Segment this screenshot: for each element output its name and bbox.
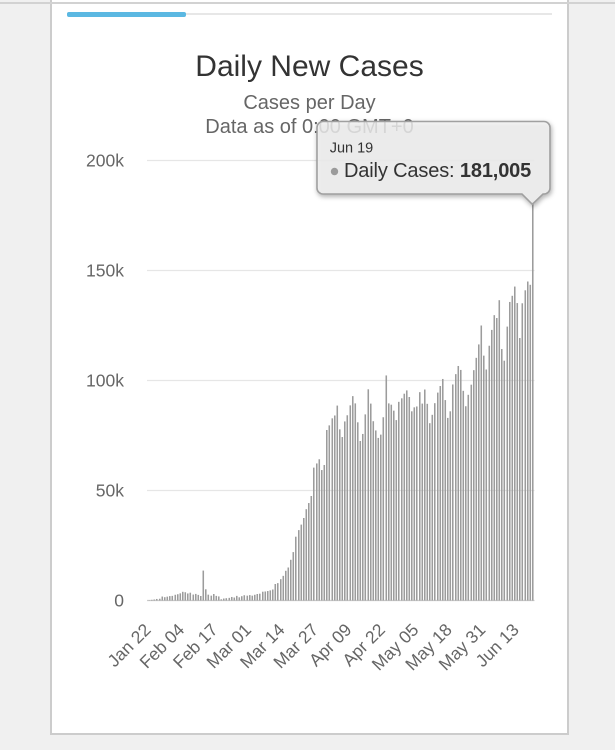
svg-text:0: 0 <box>114 591 124 611</box>
svg-text:200k: 200k <box>86 151 124 171</box>
svg-text:Daily Cases: 181,005: Daily Cases: 181,005 <box>344 160 531 182</box>
svg-text:100k: 100k <box>86 371 124 391</box>
svg-text:150k: 150k <box>86 261 124 281</box>
svg-text:50k: 50k <box>96 481 124 501</box>
svg-text:Jun 19: Jun 19 <box>330 140 374 156</box>
